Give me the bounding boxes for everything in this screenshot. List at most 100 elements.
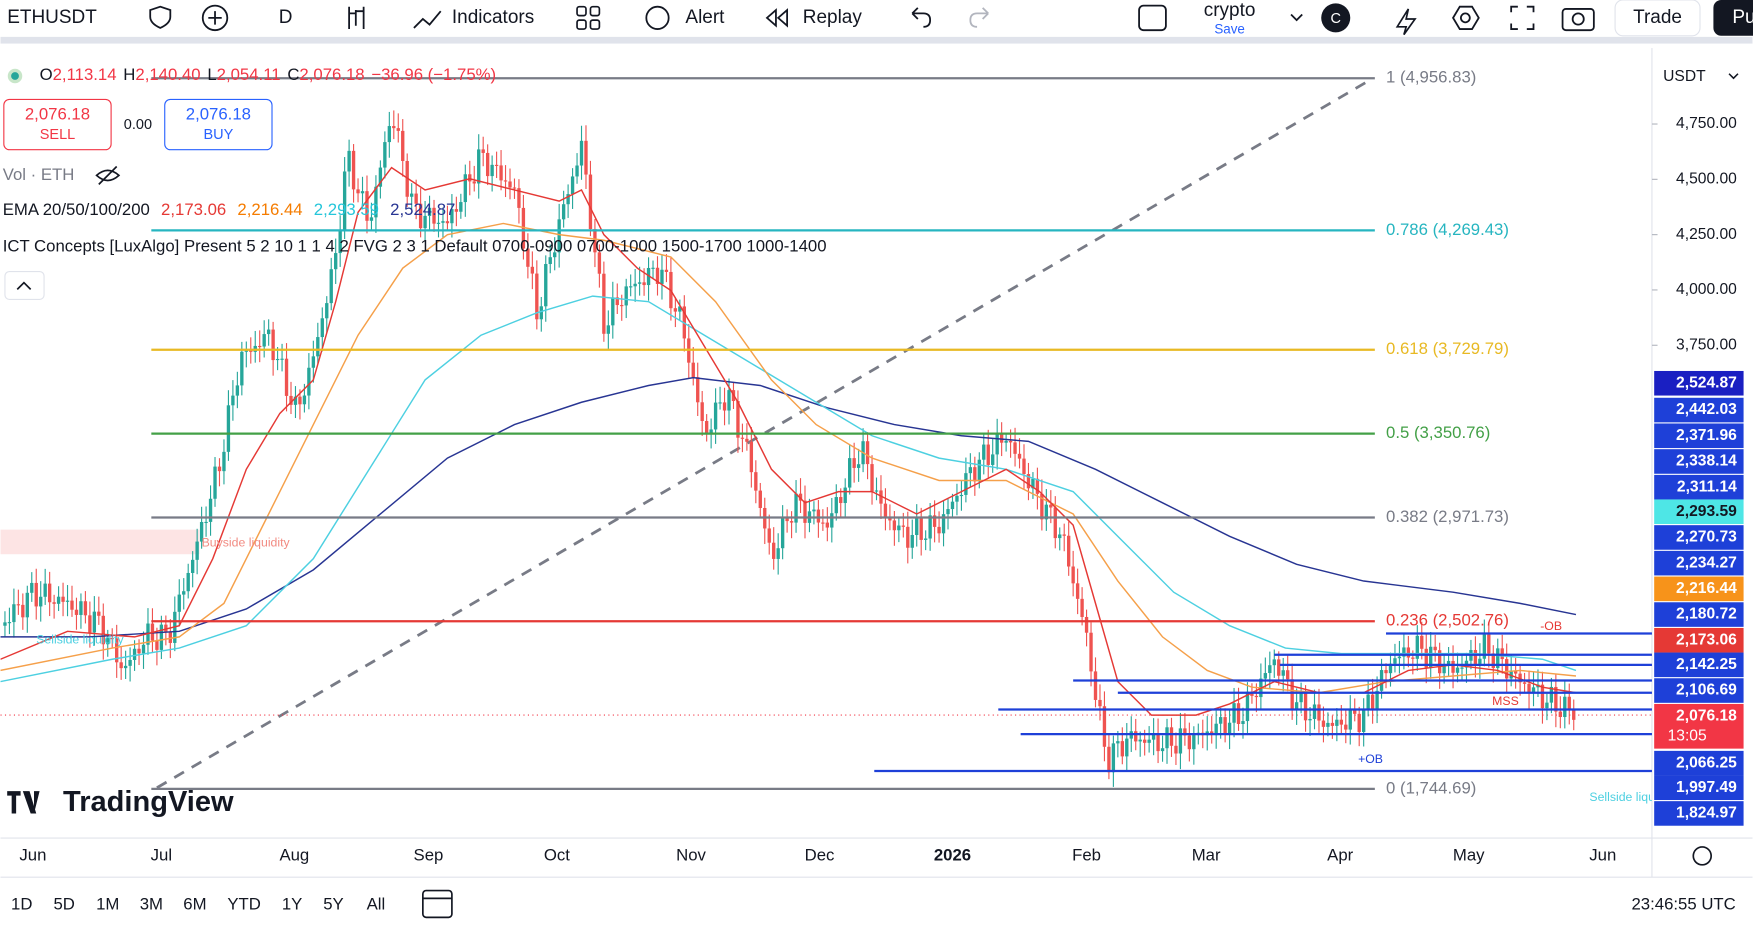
- range-button[interactable]: 1M: [96, 894, 119, 913]
- range-button[interactable]: 6M: [183, 894, 206, 913]
- candle-body: [190, 559, 195, 573]
- candle-body: [919, 517, 923, 540]
- currency-menu[interactable]: [1728, 73, 1739, 80]
- visibility-toggle[interactable]: [95, 165, 121, 185]
- quick-search[interactable]: [1395, 8, 1417, 36]
- layout-name[interactable]: crypto: [1204, 0, 1256, 21]
- chart-type-button[interactable]: [348, 6, 365, 30]
- candle-body: [664, 269, 669, 272]
- publish-button[interactable]: Pu: [1732, 7, 1753, 28]
- candle-body: [97, 611, 101, 616]
- candle-body: [1361, 709, 1366, 732]
- compare-button[interactable]: [201, 4, 229, 32]
- fib-label: 0.382 (2,971.73): [1386, 507, 1509, 526]
- clock[interactable]: 23:46:55 UTC: [1631, 894, 1735, 913]
- undo-button[interactable]: [911, 7, 932, 28]
- collapse-legend[interactable]: [4, 270, 45, 301]
- ema-value: 2,173.06: [161, 201, 226, 220]
- candle-body: [427, 207, 432, 216]
- redo-button[interactable]: [969, 7, 989, 28]
- interval[interactable]: D: [279, 7, 293, 28]
- candle-body: [106, 638, 110, 645]
- symbol-icon[interactable]: [149, 5, 172, 29]
- candle-body: [275, 358, 280, 361]
- candle-body: [374, 186, 378, 218]
- candle-body: [1491, 653, 1495, 669]
- candle-body: [284, 358, 289, 396]
- templates-button[interactable]: [576, 5, 601, 30]
- fib-label: 0 (1,744.69): [1386, 778, 1476, 797]
- candle-body: [566, 194, 570, 205]
- trade-button-box[interactable]: [1614, 0, 1701, 37]
- candle-body: [481, 149, 485, 153]
- publish-button-box[interactable]: [1713, 0, 1753, 36]
- candle-body: [459, 202, 463, 212]
- range-button[interactable]: 5Y: [323, 894, 344, 913]
- candle-body: [472, 181, 476, 184]
- replay-button[interactable]: Replay: [803, 7, 863, 28]
- candle-body: [258, 345, 262, 348]
- alert-icon[interactable]: [645, 5, 670, 30]
- symbol[interactable]: ETHUSDT: [7, 7, 97, 28]
- layout-status[interactable]: Save: [1214, 22, 1245, 37]
- candle-body: [999, 432, 1004, 443]
- indicators-icon[interactable]: [413, 10, 442, 29]
- candle-body: [888, 517, 892, 521]
- fullscreen-button[interactable]: [1510, 5, 1535, 30]
- snapshot-button[interactable]: [1561, 8, 1595, 32]
- buy-button-box[interactable]: [164, 98, 273, 151]
- candle-body: [92, 611, 97, 633]
- sell-button-box[interactable]: [3, 98, 112, 151]
- candle-body: [79, 601, 83, 615]
- range-button[interactable]: 5D: [53, 894, 74, 913]
- range-button[interactable]: 3M: [140, 894, 163, 913]
- candle-body: [47, 583, 52, 603]
- candle-body: [1093, 671, 1098, 700]
- sell-price[interactable]: 2,076.18: [25, 105, 90, 124]
- axis-settings[interactable]: [1692, 846, 1713, 866]
- time-label: Apr: [1327, 845, 1353, 864]
- candle-body: [1058, 534, 1062, 539]
- candle-body: [307, 367, 311, 396]
- candle-body: [700, 402, 704, 422]
- candle-body: [1478, 658, 1482, 664]
- candle-body: [74, 609, 79, 615]
- range-button[interactable]: 1D: [11, 894, 32, 913]
- candle-body: [798, 493, 803, 501]
- watermark-text: TradingView: [63, 786, 234, 818]
- price-label-box: [1654, 678, 1744, 703]
- sell-label[interactable]: SELL: [40, 127, 76, 143]
- candle-body: [1192, 735, 1196, 750]
- range-button[interactable]: YTD: [227, 894, 261, 913]
- settings-button[interactable]: [1452, 5, 1480, 30]
- candle-body: [240, 351, 244, 386]
- price-label: 2,216.44: [1676, 580, 1737, 597]
- toolbar-separator: [0, 36, 1753, 44]
- replay-icon[interactable]: [765, 8, 789, 28]
- candle-body: [1505, 659, 1509, 679]
- date-range-button[interactable]: [422, 889, 453, 919]
- buy-price[interactable]: 2,076.18: [186, 105, 251, 124]
- trade-button[interactable]: Trade: [1633, 7, 1682, 28]
- buy-label[interactable]: BUY: [203, 127, 233, 143]
- range-button[interactable]: 1Y: [282, 894, 303, 913]
- candle-body: [1397, 656, 1402, 659]
- range-button[interactable]: All: [367, 894, 386, 913]
- indicators-button[interactable]: Indicators: [452, 7, 534, 28]
- candle-body: [834, 497, 838, 514]
- candle-body: [1406, 647, 1411, 658]
- spread: 0.00: [124, 117, 152, 133]
- currency[interactable]: USDT: [1663, 68, 1706, 85]
- alert-button[interactable]: Alert: [685, 7, 725, 28]
- candle-body: [1111, 743, 1116, 773]
- candle-body: [1375, 690, 1379, 710]
- price-label-box: [1654, 499, 1744, 525]
- price-label: 2,180.72: [1676, 606, 1737, 623]
- layout-button[interactable]: [1138, 4, 1167, 32]
- price-label: 2,311.14: [1677, 478, 1737, 495]
- layout-menu[interactable]: [1290, 13, 1303, 22]
- candle-body: [1531, 687, 1536, 694]
- candle-body: [204, 521, 208, 524]
- ohlc-value: 2,140.40: [135, 65, 200, 84]
- avatar[interactable]: [1321, 3, 1351, 33]
